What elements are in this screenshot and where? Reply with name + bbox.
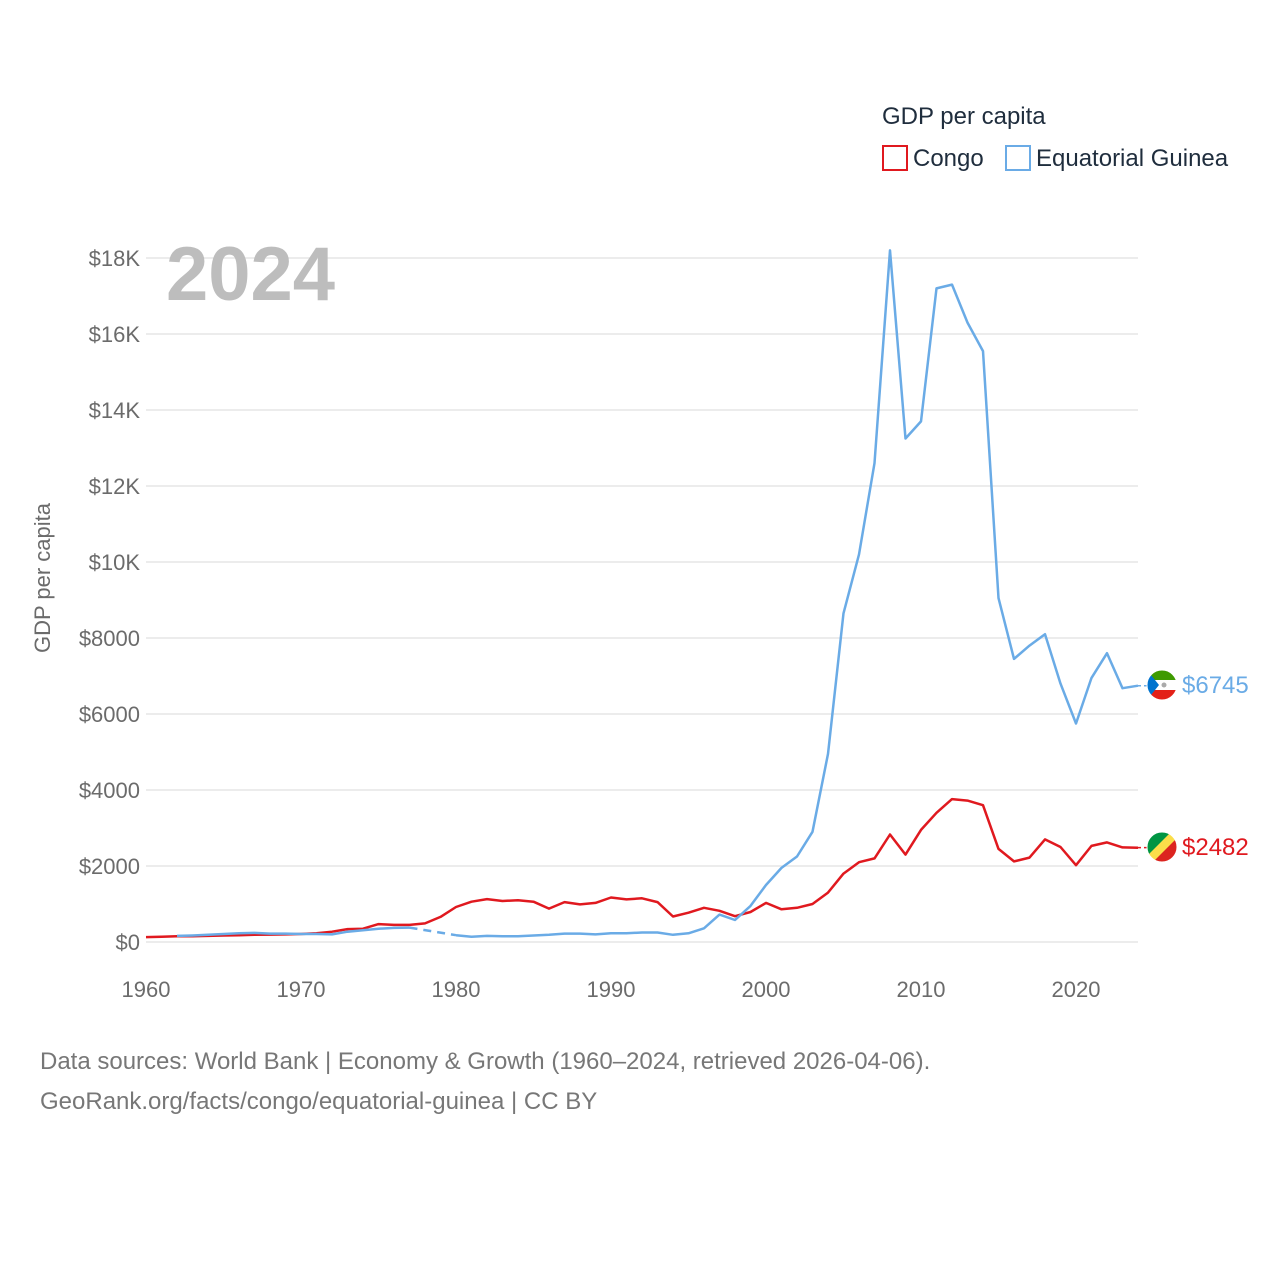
y-tick-label: $18K (89, 246, 141, 271)
series-gap-equatorial-guinea (409, 926, 457, 937)
y-tick-label: $4000 (79, 778, 140, 803)
series-line-equatorial-guinea[interactable] (176, 249, 1139, 938)
y-tick-label: $8000 (79, 626, 140, 651)
year-watermark: 2024 (166, 232, 335, 317)
footer: Data sources: World Bank | Economy & Gro… (40, 1042, 930, 1122)
y-tick-label: $16K (89, 322, 141, 347)
x-axis-ticks: 1960 1970 1980 1990 2000 2010 2020 (122, 977, 1101, 1002)
end-label-equatorial-guinea: $6745 (1182, 672, 1249, 699)
legend-label-equatorial-guinea[interactable]: Equatorial Guinea (1036, 145, 1229, 172)
end-label-congo: $2482 (1182, 834, 1249, 861)
y-tick-label: $12K (89, 474, 141, 499)
x-tick-label: 1970 (277, 977, 326, 1002)
x-tick-label: 1990 (587, 977, 636, 1002)
series-line-congo[interactable] (145, 797, 1139, 939)
x-tick-label: 2010 (897, 977, 946, 1002)
x-tick-label: 2020 (1052, 977, 1101, 1002)
legend-label-congo[interactable]: Congo (913, 145, 984, 172)
congo-flag-icon (1146, 831, 1178, 863)
equatorial-guinea-flag-icon (1146, 669, 1178, 701)
legend-swatch-equatorial-guinea[interactable] (1005, 145, 1031, 171)
y-axis-ticks: $0 $2000 $4000 $6000 $8000 $10K $12K $14K $16K $1… (79, 246, 141, 955)
series-lines (145, 249, 1147, 939)
gridlines (146, 257, 1138, 943)
x-tick-label: 1980 (432, 977, 481, 1002)
y-axis-label: GDP per capita (30, 502, 55, 653)
legend-title: GDP per capita (882, 103, 1046, 130)
x-tick-label: 1960 (122, 977, 171, 1002)
legend-swatch-congo[interactable] (882, 145, 908, 171)
y-tick-label: $10K (89, 550, 141, 575)
y-tick-label: $14K (89, 398, 141, 423)
x-tick-label: 2000 (742, 977, 791, 1002)
y-tick-label: $0 (116, 930, 140, 955)
source-link[interactable]: GeoRank.org/facts/congo/equatorial-guine… (40, 1088, 598, 1115)
y-tick-label: $6000 (79, 702, 140, 727)
legend: GDP per capita Congo Equatorial Guinea (882, 103, 1229, 172)
y-tick-label: $2000 (79, 854, 140, 879)
data-source-note: Data sources: World Bank | Economy & Gro… (40, 1048, 931, 1075)
